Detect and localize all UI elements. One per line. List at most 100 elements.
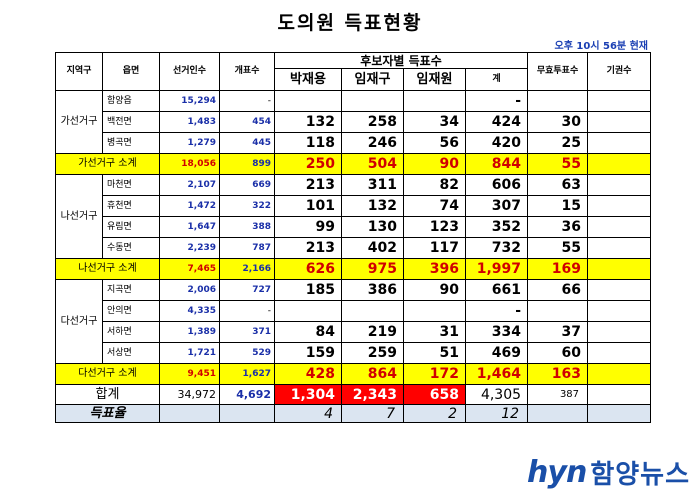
invalid-cell: 60: [527, 342, 589, 364]
abstain-cell: [587, 279, 652, 301]
candidate-3-votes: 123: [403, 216, 466, 238]
invalid-cell: 15: [527, 195, 589, 217]
invalid-cell: 36: [527, 216, 589, 238]
table-row: 다선거구 지곡면 2,006 727 185 386 90 661 66: [55, 279, 652, 364]
candidate-2-votes: 259: [341, 342, 404, 364]
total-sum: 4,305: [464, 384, 529, 405]
ballots-cell: -: [219, 300, 275, 322]
invalid-cell: 55: [527, 237, 589, 259]
subtotal-sum: 844: [464, 153, 529, 175]
candidate-1-votes: 213: [274, 174, 342, 196]
electorate-cell: 1,279: [159, 132, 220, 154]
electorate-cell: 2,006: [159, 279, 220, 301]
table-row: 안의면 4,335- -: [56, 300, 652, 322]
subtotal-candidate-3: 396: [403, 258, 466, 280]
candidate-2-votes: 311: [341, 174, 404, 196]
candidate-3-votes: [403, 90, 466, 112]
page-title: 도의원 득표현황: [277, 12, 423, 34]
ballots-cell: 669: [219, 174, 275, 196]
abstain-cell: [587, 300, 652, 322]
sum-cell: 352: [464, 216, 529, 238]
subtotal-candidate-2: 975: [341, 258, 404, 280]
ballots-cell: 529: [219, 342, 275, 364]
header-candidate-1: 박재용: [274, 68, 342, 91]
candidate-2-votes: 402: [341, 237, 404, 259]
total-invalid: 387: [527, 384, 589, 405]
abstain-cell: [587, 237, 652, 259]
sum-cell: 424: [464, 111, 529, 133]
total-electorate: 34,972: [159, 384, 220, 405]
town-name: 마천면: [102, 174, 160, 196]
subtotal-candidate-3: 90: [403, 153, 466, 175]
rate-candidate-1: 4: [274, 404, 342, 423]
invalid-cell: [527, 300, 589, 322]
district-name: 다선거구: [55, 279, 103, 364]
candidate-1-votes: [274, 90, 342, 112]
town-name: 수동면: [102, 237, 160, 259]
candidate-3-votes: 74: [403, 195, 466, 217]
district-name: 가선거구: [55, 90, 103, 154]
abstain-cell: [587, 132, 652, 154]
candidate-3-votes: 82: [403, 174, 466, 196]
header-abstain: 기권수: [587, 52, 652, 91]
candidate-3-votes: 51: [403, 342, 466, 364]
total-abstain: [587, 384, 652, 405]
candidate-1-votes: [274, 300, 342, 322]
electorate-cell: 15,294: [159, 90, 220, 112]
subtotal-label: 가선거구 소계: [55, 153, 160, 175]
town-name: 안의면: [102, 300, 160, 322]
candidate-2-votes: 130: [341, 216, 404, 238]
town-name: 병곡면: [102, 132, 160, 154]
subtotal-candidate-3: 172: [403, 363, 466, 385]
candidate-3-votes: 31: [403, 321, 466, 343]
electorate-cell: 1,389: [159, 321, 220, 343]
ballots-cell: 371: [219, 321, 275, 343]
subtotal-electorate: 7,465: [159, 258, 220, 280]
rate-empty-1: [159, 404, 220, 423]
table-row: 서상면 1,721 529 159 259 51 469 60: [56, 342, 652, 364]
sum-cell: -: [464, 90, 529, 112]
total-candidate-2: 2,343: [341, 384, 404, 405]
candidate-1-votes: 99: [274, 216, 342, 238]
subtotal-label: 다선거구 소계: [55, 363, 160, 385]
candidate-1-votes: 118: [274, 132, 342, 154]
town-name: 함양읍: [102, 90, 160, 112]
sum-cell: 334: [464, 321, 529, 343]
sum-cell: 469: [464, 342, 529, 364]
invalid-cell: 63: [527, 174, 589, 196]
header-electorate: 선거인수: [159, 52, 220, 91]
subtotal-abstain: [587, 153, 652, 175]
subtotal-ballots: 1,627: [219, 363, 275, 385]
total-candidate-1: 1,304: [274, 384, 342, 405]
sum-cell: -: [464, 300, 529, 322]
subtotal-label: 나선거구 소계: [55, 258, 160, 280]
total-row: 합계 34,972 4,692 1,304 2,343 658 4,305 387: [55, 384, 652, 405]
subtotal-candidate-1: 626: [274, 258, 342, 280]
abstain-cell: [587, 195, 652, 217]
total-candidate-3: 658: [403, 384, 466, 405]
sum-cell: 661: [464, 279, 529, 301]
candidate-3-votes: 117: [403, 237, 466, 259]
candidate-1-votes: 185: [274, 279, 342, 301]
candidate-1-votes: 159: [274, 342, 342, 364]
header-region: 지역구: [55, 52, 103, 91]
electorate-cell: 1,483: [159, 111, 220, 133]
district-name: 나선거구: [55, 174, 103, 259]
candidate-2-votes: 219: [341, 321, 404, 343]
subtotal-sum: 1,464: [464, 363, 529, 385]
rate-empty-2: [219, 404, 275, 423]
header-town: 읍면: [102, 52, 160, 91]
ballots-cell: 322: [219, 195, 275, 217]
invalid-cell: 30: [527, 111, 589, 133]
rate-empty-3: [527, 404, 589, 423]
header-sum: 계: [464, 68, 529, 91]
subtotal-invalid: 163: [527, 363, 589, 385]
sum-cell: 606: [464, 174, 529, 196]
abstain-cell: [587, 111, 652, 133]
ballots-cell: 787: [219, 237, 275, 259]
results-table: 지역구 읍면 선거인수 개표수 후보자별 득표수 무효투표수 기권수 박재용 임…: [55, 52, 652, 423]
rate-empty-4: [587, 404, 652, 423]
town-name: 휴천면: [102, 195, 160, 217]
town-name: 유림면: [102, 216, 160, 238]
header-candidate-3: 임재원: [403, 68, 466, 91]
